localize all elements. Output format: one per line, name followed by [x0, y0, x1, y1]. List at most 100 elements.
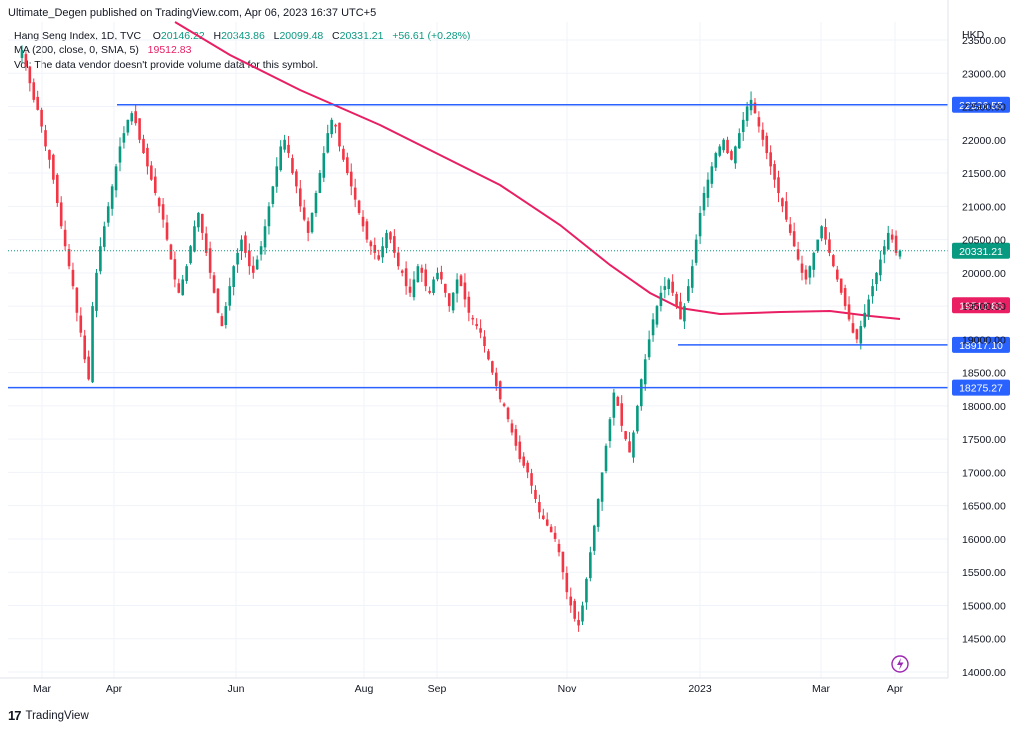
candle-body [138, 118, 141, 140]
candle-body [295, 171, 298, 187]
hline-price-tag [952, 336, 1010, 353]
x-tick-label: Jun [228, 683, 245, 695]
candle-body [545, 519, 549, 526]
candle-body [55, 174, 59, 203]
candle-body [796, 249, 800, 260]
candle-body [310, 212, 314, 233]
candle-body [745, 106, 749, 121]
candle-body [710, 166, 714, 184]
candle-body [863, 312, 867, 327]
candle-body [455, 279, 459, 294]
candle-body [52, 154, 55, 180]
last-price-label: 20331.21 [959, 246, 1003, 258]
candle-body [467, 296, 471, 313]
candle-body [95, 272, 98, 311]
candle-body [596, 499, 600, 527]
candle-body [420, 267, 424, 273]
candle-body [698, 212, 702, 237]
candle-body [589, 552, 592, 579]
candle-body [820, 226, 823, 239]
candle-body [479, 328, 482, 333]
currency-label: HKD [962, 29, 985, 41]
candle-body [730, 151, 733, 160]
candle-body [855, 329, 859, 340]
candle-body [714, 153, 718, 168]
low-label: L [273, 30, 280, 42]
hline-price-label: 22526.55 [959, 100, 1003, 112]
candle-body [871, 286, 874, 297]
open-label: O [152, 30, 161, 42]
candle-body [251, 265, 255, 273]
close-value: 20331.21 [339, 30, 384, 42]
candle-body [385, 232, 388, 249]
candle-body [687, 286, 690, 301]
candle-body [181, 279, 185, 296]
candle-body [812, 252, 816, 270]
candle-body [79, 315, 83, 333]
candle-body [785, 201, 788, 220]
replay-icon[interactable] [891, 655, 909, 673]
candle-body [624, 431, 627, 440]
candle-body [357, 200, 361, 213]
change-value: +56.61 (+0.28%) [392, 30, 471, 42]
candle-body [835, 269, 839, 280]
candle-body [875, 272, 878, 285]
candle-body [518, 441, 522, 460]
publish-info: Ultimate_Degen published on TradingView.… [8, 7, 377, 19]
candle-body [208, 248, 212, 273]
candle-body [557, 543, 561, 553]
candle-body [436, 272, 439, 280]
candle-body [463, 282, 467, 300]
tradingview-footer[interactable]: 17 TradingView [8, 708, 89, 723]
high-label: H [213, 30, 222, 42]
ma-price-tag [952, 297, 1010, 314]
candle-body [279, 146, 282, 171]
candle-body [471, 317, 475, 320]
candle-body [326, 133, 330, 153]
candle-body [63, 229, 67, 247]
candle-body [220, 316, 224, 327]
candle-body [248, 250, 251, 267]
candle-body [608, 419, 612, 442]
candle-body [48, 149, 51, 160]
candle-body [734, 146, 737, 164]
candle-body [565, 572, 569, 593]
candle-body [224, 306, 228, 325]
axes: 14000.00 14500.00 15000.00 15500.00 16000.00… [0, 0, 1006, 695]
candle-body [322, 153, 326, 178]
brand-name: TradingView [25, 709, 89, 722]
candle-body [765, 135, 769, 154]
candle-body [318, 173, 322, 193]
ma-layer [174, 21, 901, 320]
candle-body [683, 306, 686, 322]
candle-body [502, 403, 506, 406]
candle-body [655, 306, 659, 325]
candle-body [408, 286, 412, 293]
candle-body [287, 144, 290, 154]
candle-body [103, 226, 106, 247]
candle-body [396, 252, 400, 267]
candle-body [291, 158, 294, 174]
candle-body [549, 526, 553, 533]
candle-body [110, 186, 114, 209]
x-tick-label: Apr [887, 683, 904, 695]
candle-body [193, 226, 196, 252]
ma-200-line [174, 21, 901, 320]
x-tick-label: 2023 [688, 683, 712, 695]
candle-body [447, 293, 451, 307]
candle-body [847, 304, 851, 320]
candle-body [491, 361, 494, 373]
candle-body [134, 111, 137, 124]
candle-body [859, 326, 863, 344]
candle-body [632, 432, 635, 458]
x-tick-label: Aug [355, 683, 374, 695]
candle-body [204, 233, 208, 253]
candle-body [338, 122, 341, 147]
candle-body [690, 266, 694, 288]
candle-body [349, 171, 353, 187]
candle-body [832, 255, 835, 267]
ma-label: MA (200, close, 0, SMA, 5) [14, 44, 139, 56]
candle-body [816, 239, 819, 252]
candle-body [142, 138, 145, 154]
